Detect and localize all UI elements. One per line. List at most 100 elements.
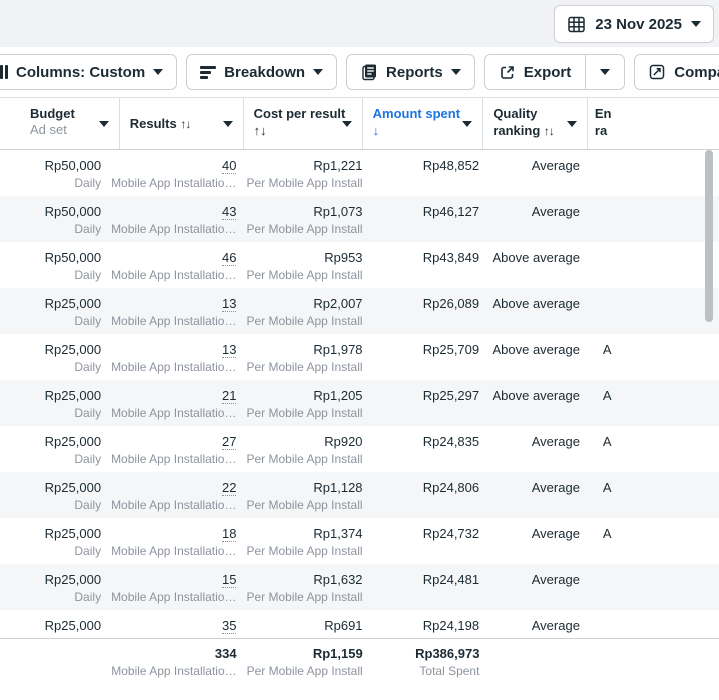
quality-ranking-cell: Average	[531, 480, 580, 495]
table-row[interactable]: Rp25,000 Daily 27 Mobile App Installatio… …	[0, 426, 719, 472]
vertical-scrollbar-thumb[interactable]	[705, 150, 713, 322]
quality-ranking-cell: Above average	[492, 296, 580, 311]
quality-ranking-cell: Average	[531, 526, 580, 541]
table-row[interactable]: Rp25,000 Daily 13 Mobile App Installatio… …	[0, 288, 719, 334]
column-label: Amount spent	[372, 106, 461, 121]
column-header-cost-per-result[interactable]: Cost per result ↑↓	[242, 98, 362, 149]
chevron-down-icon	[566, 121, 577, 127]
chevron-down-icon	[691, 21, 701, 27]
engagement-cell: A	[602, 434, 612, 449]
results-cell[interactable]: 13 Mobile App Installatio…	[111, 296, 237, 328]
results-cell[interactable]: 40 Mobile App Installatio…	[111, 158, 237, 190]
table-row[interactable]: Rp25,000 Daily 13 Mobile App Installatio… …	[0, 334, 719, 380]
results-cell[interactable]: 46 Mobile App Installatio…	[111, 250, 237, 282]
results-cell[interactable]: 27 Mobile App Installatio…	[111, 434, 237, 466]
budget-cell: Rp50,000 Daily	[44, 250, 102, 282]
engagement-cell	[590, 288, 719, 334]
amount-spent-cell: Rp24,198	[422, 618, 480, 633]
cost-per-result-cell: Rp1,374 Per Mobile App Install	[246, 526, 363, 558]
table-row[interactable]: Rp25,000 Daily 21 Mobile App Installatio… …	[0, 380, 719, 426]
chevron-down-icon	[98, 121, 109, 127]
cost-per-result-cell: Rp1,632 Per Mobile App Install	[246, 572, 363, 604]
column-header-budget[interactable]: Budget Ad set	[0, 98, 119, 149]
quality-total-cell	[489, 639, 590, 700]
results-cell[interactable]: 13 Mobile App Installatio…	[111, 342, 237, 374]
export-button-label: Export	[523, 63, 572, 81]
column-label: Budget	[30, 106, 75, 121]
column-label-line2: ranking	[493, 123, 541, 138]
sort-descending-icon: ↓	[372, 123, 380, 138]
results-cell[interactable]: 43 Mobile App Installatio…	[111, 204, 237, 236]
quality-ranking-cell: Above average	[492, 388, 580, 403]
column-label: En	[594, 106, 612, 121]
cost-per-result-cell: Rp920 Per Mobile App Install	[246, 434, 363, 466]
amount-spent-cell: Rp46,127	[422, 204, 480, 219]
export-button[interactable]: Export	[485, 55, 586, 89]
compare-chart-icon	[648, 63, 666, 81]
cost-per-result-cell: Rp953 Per Mobile App Install	[246, 250, 363, 282]
sort-arrows-icon: ↑↓	[543, 124, 555, 138]
results-cell[interactable]: 18 Mobile App Installatio…	[111, 526, 237, 558]
cost-per-result-cell: Rp691Per Mobile App Install	[246, 618, 363, 638]
date-range-picker[interactable]: 23 Nov 2025	[554, 5, 714, 43]
cost-per-result-cell: Rp1,978 Per Mobile App Install	[246, 342, 363, 374]
chevron-down-icon	[341, 121, 352, 127]
engagement-cell: A	[602, 388, 612, 403]
engagement-cell: A	[602, 342, 612, 357]
column-header-amount-spent[interactable]: Amount spent ↓	[361, 98, 483, 149]
amount-spent-cell: Rp25,297	[422, 388, 480, 403]
amount-spent-cell: Rp24,806	[422, 480, 480, 495]
amount-spent-cell: Rp25,709	[422, 342, 480, 357]
table-row[interactable]: Rp50,000 Daily 43 Mobile App Installatio… …	[0, 196, 719, 242]
quality-ranking-cell: Average	[531, 572, 580, 587]
reports-button-label: Reports	[386, 63, 443, 81]
breakdown-button[interactable]: Breakdown	[186, 54, 338, 90]
quality-ranking-cell: Average	[531, 434, 580, 449]
columns-button-label: Columns: Custom	[16, 63, 146, 81]
compare-button[interactable]: Compare	[634, 54, 719, 90]
amount-spent-cell: Rp24,481	[422, 572, 480, 587]
export-options-button[interactable]	[585, 55, 624, 89]
chevron-down-icon	[450, 69, 461, 75]
column-sublabel: Ad set	[30, 122, 67, 137]
table-row[interactable]: Rp50,000 Daily 40 Mobile App Installatio… …	[0, 150, 719, 196]
top-bar: 23 Nov 2025	[0, 0, 719, 47]
breakdown-icon	[200, 65, 217, 79]
engagement-cell: A	[602, 480, 612, 495]
results-cell[interactable]: 15 Mobile App Installatio…	[111, 572, 237, 604]
cost-per-result-total-cell: Rp1,159 Per Mobile App Install	[246, 646, 363, 678]
engagement-total-cell	[590, 639, 719, 700]
results-total-cell: 334 Mobile App Installatio…	[111, 646, 237, 678]
column-header-quality-ranking[interactable]: Quality ranking ↑↓	[482, 98, 587, 149]
table-row[interactable]: Rp25,000 Daily 15 Mobile App Installatio… …	[0, 564, 719, 610]
results-cell[interactable]: 35Mobile App Installatio…	[111, 618, 237, 638]
results-cell[interactable]: 22 Mobile App Installatio…	[111, 480, 237, 512]
results-cell[interactable]: 21 Mobile App Installatio…	[111, 388, 237, 420]
engagement-cell	[590, 564, 719, 610]
column-label: Quality	[493, 106, 538, 121]
export-icon	[499, 64, 516, 81]
columns-icon	[0, 65, 8, 79]
column-header-results[interactable]: Results ↑↓	[118, 98, 243, 149]
cost-per-result-cell: Rp2,007 Per Mobile App Install	[246, 296, 363, 328]
table-row[interactable]: Rp25,000 Daily 18 Mobile App Installatio… …	[0, 518, 719, 564]
cost-per-result-cell: Rp1,128 Per Mobile App Install	[246, 480, 363, 512]
amount-spent-cell: Rp26,089	[422, 296, 480, 311]
budget-cell: Rp50,000 Daily	[44, 158, 102, 190]
breakdown-button-label: Breakdown	[224, 63, 306, 81]
amount-spent-cell: Rp48,852	[422, 158, 480, 173]
cost-per-result-cell: Rp1,221 Per Mobile App Install	[246, 158, 363, 190]
engagement-cell: A	[602, 526, 612, 541]
quality-ranking-cell: Above average	[492, 342, 580, 357]
column-header-engagement[interactable]: En ra	[586, 98, 719, 149]
columns-button[interactable]: Columns: Custom	[0, 54, 178, 90]
table-header: Budget Ad set Results ↑↓ Cost per result…	[0, 97, 719, 150]
reports-button[interactable]: Reports	[346, 54, 475, 90]
table-row[interactable]: Rp50,000 Daily 46 Mobile App Installatio… …	[0, 242, 719, 288]
table-row[interactable]: Rp25,000 Daily 22 Mobile App Installatio… …	[0, 472, 719, 518]
